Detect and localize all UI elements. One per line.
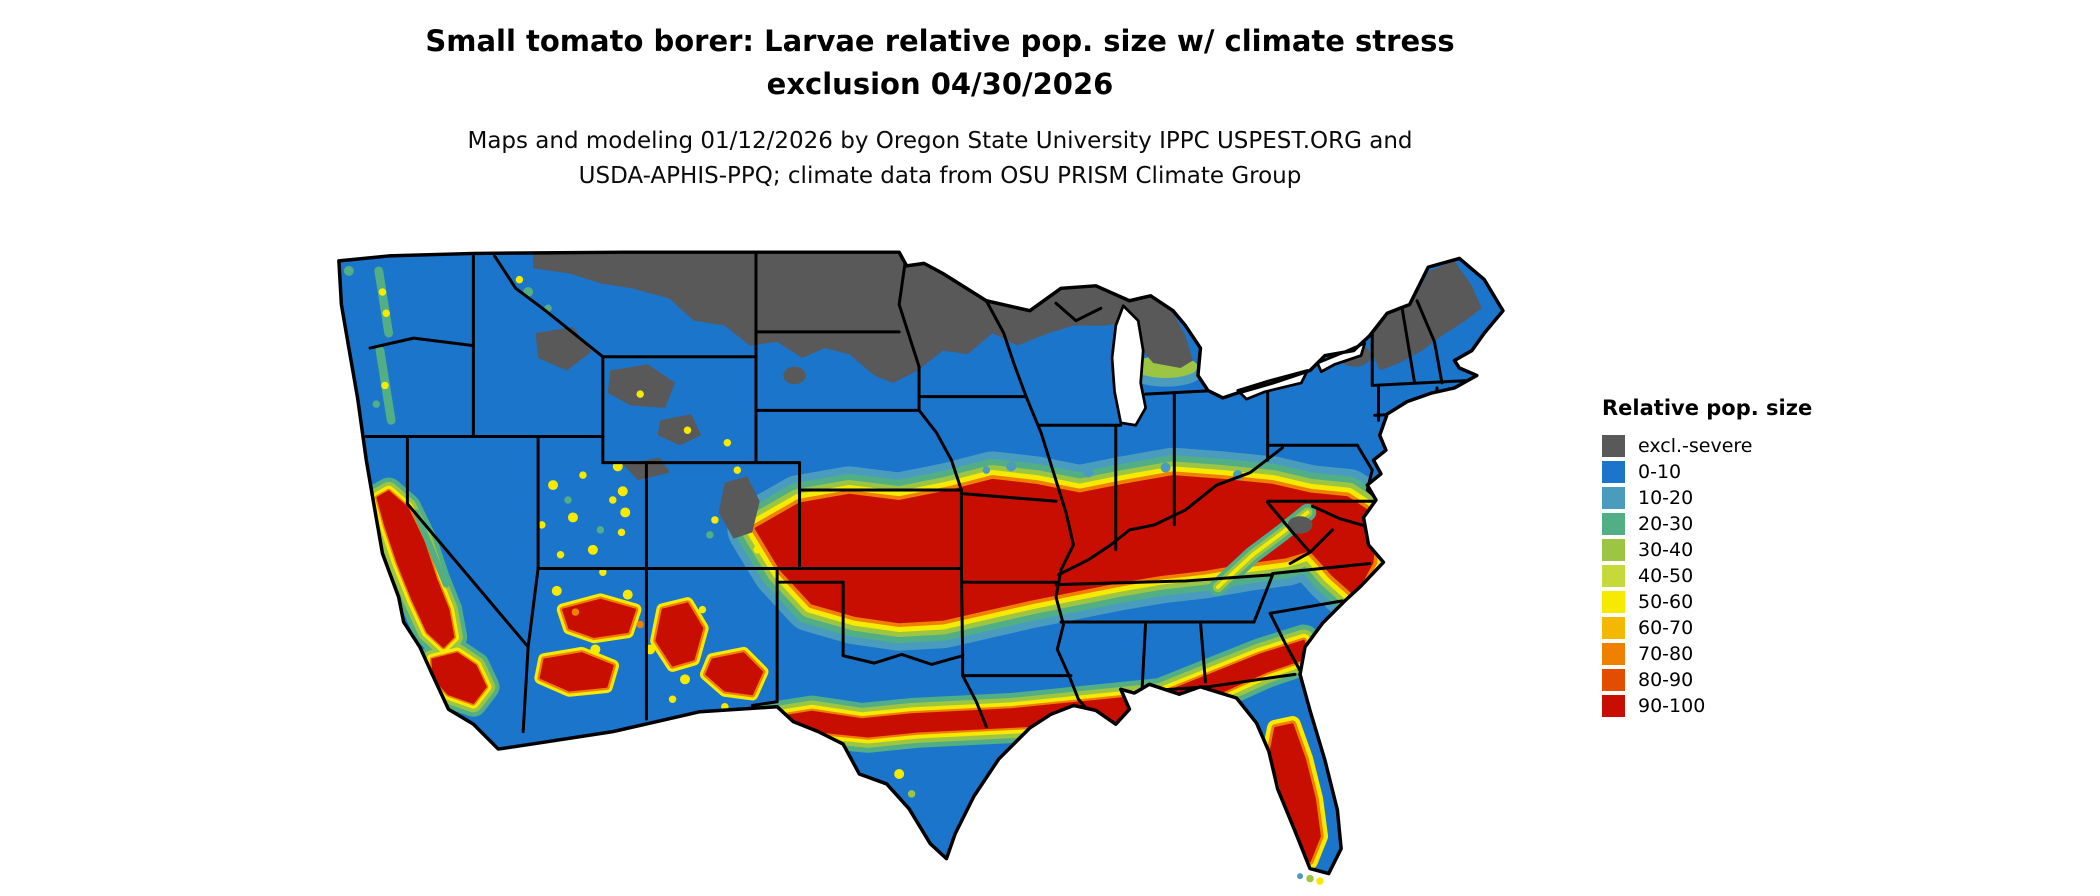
legend-swatch-20-30 <box>1602 513 1625 535</box>
legend-swatch-90-100 <box>1602 695 1625 717</box>
legend-swatch-10-20 <box>1602 487 1625 509</box>
legend-item: 0-10 <box>1602 459 1862 485</box>
legend-label: 80-90 <box>1638 669 1694 691</box>
legend-item: 50-60 <box>1602 589 1862 615</box>
legend-swatch-70-80 <box>1602 643 1625 665</box>
legend-item: 80-90 <box>1602 667 1862 693</box>
legend-label: 0-10 <box>1638 461 1682 483</box>
legend-label: 40-50 <box>1638 565 1694 587</box>
page-subtitle: Maps and modeling 01/12/2026 by Oregon S… <box>340 124 1540 194</box>
legend-swatch-0-10 <box>1602 461 1625 483</box>
legend-label: 30-40 <box>1638 539 1694 561</box>
legend-item: excl.-severe <box>1602 433 1862 459</box>
legend-label: 20-30 <box>1638 513 1694 535</box>
speckles-keys <box>1297 873 1324 885</box>
legend-item: 60-70 <box>1602 615 1862 641</box>
us-map <box>337 250 1505 885</box>
legend-swatch-excl-severe <box>1602 435 1625 457</box>
legend-swatch-30-40 <box>1602 539 1625 561</box>
legend-item: 20-30 <box>1602 511 1862 537</box>
map-legend: Relative pop. size excl.-severe 0-10 10-… <box>1602 396 1862 719</box>
legend-swatch-80-90 <box>1602 669 1625 691</box>
region-excl-severe-newengland <box>1369 260 1482 371</box>
legend-item: 90-100 <box>1602 693 1862 719</box>
region-excl-severe-westvirginia <box>1287 516 1313 534</box>
subtitle-line-2: USDA-APHIS-PPQ; climate data from OSU PR… <box>578 163 1302 189</box>
region-excl-severe-michigan <box>1129 310 1202 387</box>
page-title: Small tomato borer: Larvae relative pop.… <box>340 20 1540 106</box>
legend-label: 90-100 <box>1638 695 1706 717</box>
title-line-1: Small tomato borer: Larvae relative pop.… <box>425 24 1455 58</box>
legend-label: excl.-severe <box>1638 435 1753 457</box>
legend-item: 10-20 <box>1602 485 1862 511</box>
legend-label: 50-60 <box>1638 591 1694 613</box>
legend-label: 60-70 <box>1638 617 1694 639</box>
legend-item: 70-80 <box>1602 641 1862 667</box>
legend-item: 30-40 <box>1602 537 1862 563</box>
legend-label: 70-80 <box>1638 643 1694 665</box>
title-line-2: exclusion 04/30/2026 <box>766 67 1114 101</box>
lake-michigan <box>1110 304 1148 427</box>
region-excl-severe-rockies <box>535 326 806 539</box>
appalachian-gradient <box>1218 512 1313 587</box>
legend-title: Relative pop. size <box>1602 396 1813 420</box>
legend-swatch-50-60 <box>1602 591 1625 613</box>
region-excl-severe-north <box>533 252 1180 383</box>
legend-swatch-40-50 <box>1602 565 1625 587</box>
legend-item: 40-50 <box>1602 563 1862 589</box>
subtitle-line-1: Maps and modeling 01/12/2026 by Oregon S… <box>467 128 1413 154</box>
legend-label: 10-20 <box>1638 487 1694 509</box>
legend-swatch-60-70 <box>1602 617 1625 639</box>
